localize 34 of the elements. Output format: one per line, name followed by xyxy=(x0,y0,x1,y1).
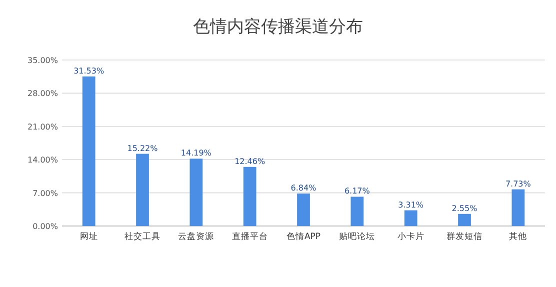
x-tick-label: 网址 xyxy=(80,231,98,242)
x-tick-label: 群发短信 xyxy=(446,231,482,242)
y-tick-label: 0.00% xyxy=(32,222,58,231)
x-tick-label: 小卡片 xyxy=(397,231,424,242)
x-tick-label: 云盘资源 xyxy=(178,231,214,242)
bar xyxy=(82,76,96,226)
x-tick-label: 直播平台 xyxy=(232,231,268,242)
bar xyxy=(297,194,310,226)
bar xyxy=(458,214,471,226)
bar xyxy=(136,154,149,226)
y-tick-label: 14.00% xyxy=(27,156,58,165)
data-label: 6.84% xyxy=(290,184,317,193)
data-label: 3.31% xyxy=(398,200,424,210)
chart-title: 色情内容传播渠道分布 xyxy=(193,17,363,37)
data-label: 31.53% xyxy=(74,66,104,76)
data-label: 2.55% xyxy=(452,204,478,213)
y-tick-label: 28.00% xyxy=(27,89,58,98)
data-label: 12.46% xyxy=(234,156,266,166)
x-tick-label: 贴吧论坛 xyxy=(339,231,376,242)
y-tick-label: 35.00% xyxy=(27,56,58,65)
data-label: 7.73% xyxy=(505,179,532,188)
x-tick-label: 其他 xyxy=(509,231,528,242)
data-label: 15.22% xyxy=(127,144,158,153)
x-tick-label: 色情APP xyxy=(286,231,321,242)
bar xyxy=(404,210,418,226)
x-tick-label: 社交工具 xyxy=(124,231,160,242)
bar xyxy=(512,189,525,226)
data-label: 14.19% xyxy=(180,148,212,158)
bar xyxy=(350,196,364,226)
y-tick-label: 7.00% xyxy=(32,188,58,198)
y-tick-label: 21.00% xyxy=(27,122,58,132)
bar xyxy=(190,158,203,226)
data-label: 6.17% xyxy=(344,186,370,196)
bar xyxy=(243,166,256,226)
